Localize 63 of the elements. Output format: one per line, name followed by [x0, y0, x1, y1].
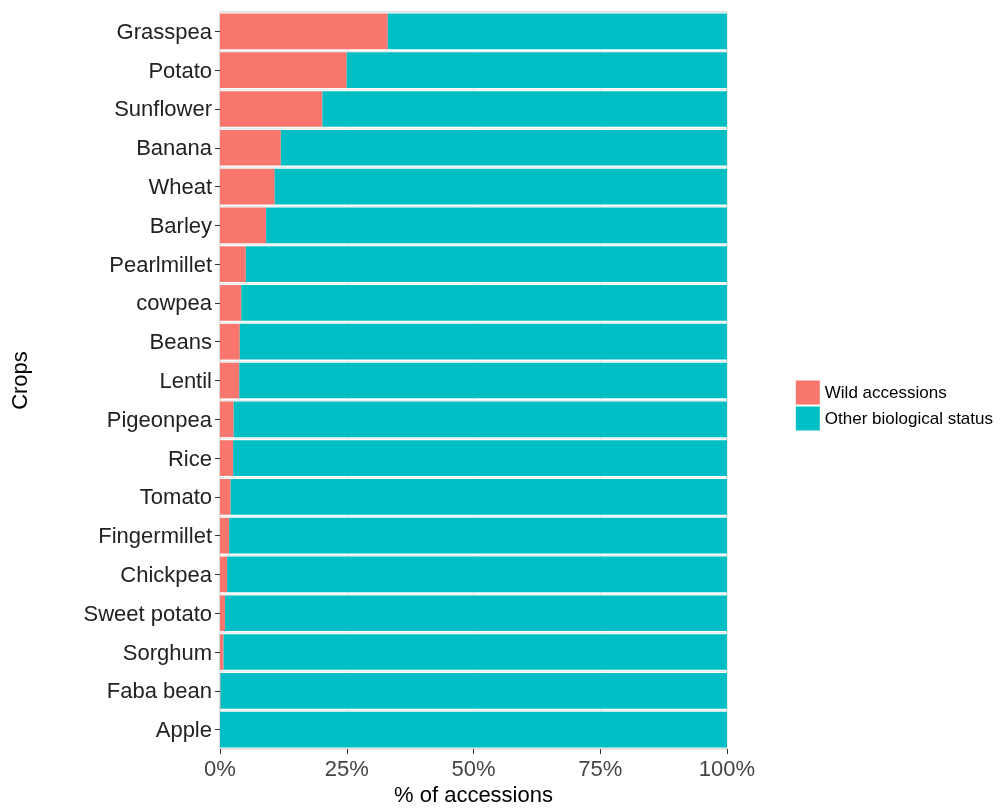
- bar: [229, 517, 727, 554]
- y-tick-label: Pigeonpea: [106, 406, 213, 432]
- bar: [233, 440, 727, 476]
- bar: [220, 556, 228, 593]
- y-tick-label: Grasspea: [116, 18, 213, 44]
- y-tick-label: Fingermillet: [98, 523, 212, 549]
- bar: [223, 634, 727, 670]
- y-tick-label: Faba bean: [106, 678, 212, 704]
- bar: [322, 91, 727, 127]
- bar: [280, 129, 727, 166]
- y-tick-label: cowpea: [136, 290, 213, 316]
- bar: [220, 362, 240, 399]
- bar: [220, 246, 246, 282]
- bar: [227, 556, 727, 593]
- bar: [220, 517, 230, 554]
- y-tick-label: Beans: [149, 329, 212, 355]
- bar: [266, 207, 727, 244]
- y-tick-label: Sorghum: [122, 639, 212, 665]
- y-tick-label: Barley: [149, 212, 212, 238]
- x-axis-title: % of accessions: [394, 782, 553, 808]
- bar: [220, 479, 231, 515]
- bar: [220, 285, 242, 321]
- y-tick-label: Lentil: [159, 368, 212, 393]
- bar: [230, 479, 727, 515]
- y-tick-label: Sweet potato: [83, 600, 212, 626]
- y-tick-label: Apple: [155, 717, 212, 743]
- bar: [220, 168, 275, 205]
- bar: [220, 672, 727, 709]
- legend-label: Wild accessions: [824, 383, 947, 402]
- bar: [346, 52, 727, 89]
- x-tick-label: 75%: [578, 755, 623, 781]
- bar: [220, 52, 347, 89]
- y-tick-label: Chickpea: [120, 561, 213, 587]
- bar: [220, 595, 226, 632]
- bar: [220, 634, 224, 670]
- bar: [220, 323, 240, 360]
- bar: [220, 401, 234, 438]
- bar: [220, 207, 267, 244]
- bar: [239, 362, 727, 399]
- bar: [220, 129, 281, 166]
- x-tick-label: 100%: [698, 755, 756, 781]
- y-axis-title: Crops: [6, 351, 32, 410]
- bar: [220, 13, 388, 50]
- y-tick-label: Potato: [148, 57, 212, 83]
- bar: [220, 440, 234, 476]
- y-tick-label: Banana: [136, 135, 213, 161]
- y-tick-label: Rice: [167, 445, 212, 471]
- bar: [233, 401, 727, 438]
- y-tick-label: Pearlmillet: [109, 251, 212, 277]
- y-tick-label: Tomato: [139, 484, 212, 510]
- y-tick-label: Wheat: [148, 174, 212, 200]
- legend-label: Other biological status: [824, 409, 993, 428]
- bar: [241, 285, 727, 321]
- x-tick-label: 25%: [324, 755, 369, 781]
- x-tick-label: 0%: [204, 755, 236, 781]
- bar: [239, 323, 727, 360]
- bar: [274, 168, 727, 205]
- y-tick-label: Sunflower: [114, 96, 212, 122]
- bar: [387, 13, 727, 50]
- bar: [245, 246, 727, 282]
- bar: [225, 595, 727, 632]
- bar: [220, 91, 323, 127]
- x-tick-label: 50%: [451, 755, 496, 781]
